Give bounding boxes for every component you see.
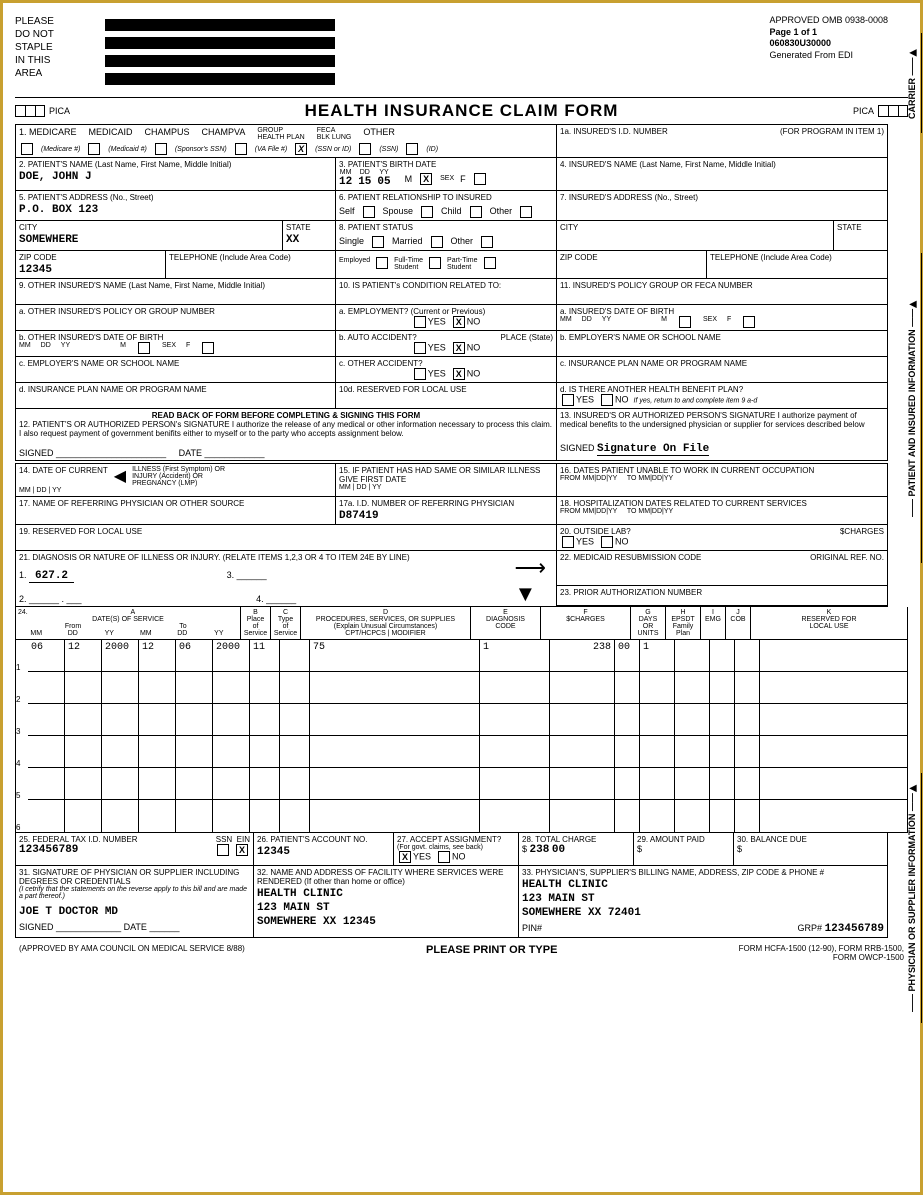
- ck-10b-no[interactable]: X: [453, 342, 465, 354]
- box1-other: OTHER: [363, 127, 395, 141]
- ck-single[interactable]: [372, 236, 384, 248]
- box1-medicare: 1. MEDICARE: [19, 127, 77, 141]
- ck-10a-no[interactable]: X: [453, 316, 465, 328]
- box5-label: 5. PATIENT'S ADDRESS (No., Street): [19, 193, 332, 202]
- box4-label: 4. INSURED'S NAME (Last Name, First Name…: [560, 160, 884, 169]
- ck-9b-m[interactable]: [138, 342, 150, 354]
- box11-label: 11. INSURED'S POLICY GROUP OR FECA NUMBE…: [560, 281, 884, 290]
- sidebar-physician: —— PHYSICIAN OR SUPPLIER INFORMATION ——▶: [903, 773, 922, 1023]
- sidebar-patient: —— PATIENT AND INSURED INFORMATION ——▶: [903, 253, 922, 563]
- header-bars: [105, 15, 335, 91]
- ck-10c-no[interactable]: X: [453, 368, 465, 380]
- box7-label: 7. INSURED'S ADDRESS (No., Street): [560, 193, 884, 202]
- box3-label: 3. PATIENT'S BIRTH DATE: [339, 160, 553, 169]
- ck-9b-f[interactable]: [202, 342, 214, 354]
- ck-married[interactable]: [431, 236, 443, 248]
- box1-feca: FECA BLK LUNG: [317, 127, 352, 141]
- pica-right: PICA: [853, 105, 908, 117]
- ck-champva[interactable]: [235, 143, 247, 155]
- box1-champus: CHAMPUS: [145, 127, 190, 141]
- ck-ft[interactable]: [429, 257, 441, 269]
- box2-value: DOE, JOHN J: [19, 171, 332, 183]
- svc-row-1-num: 1: [16, 640, 28, 672]
- ck-rel-self[interactable]: [363, 206, 375, 218]
- ck-20-yes[interactable]: [562, 536, 574, 548]
- ck-10b-yes[interactable]: [414, 342, 426, 354]
- footer-left: (APPROVED BY AMA COUNCIL ON MEDICAL SERV…: [19, 944, 245, 962]
- form-title: HEALTH INSURANCE CLAIM FORM: [305, 101, 619, 121]
- box9-label: 9. OTHER INSURED'S NAME (Last Name, Firs…: [19, 281, 332, 290]
- ck-other[interactable]: [406, 143, 418, 155]
- ck-champus[interactable]: [155, 143, 167, 155]
- ck-sex-m[interactable]: X: [420, 173, 432, 185]
- footer-right: FORM HCFA-1500 (12-90), FORM RRB-1500, F…: [739, 944, 904, 962]
- ck-rel-spouse[interactable]: [421, 206, 433, 218]
- ck-27-no[interactable]: [438, 851, 450, 863]
- ck-10a-yes[interactable]: [414, 316, 426, 328]
- ck-sex-f[interactable]: [474, 173, 486, 185]
- ck-status-other[interactable]: [481, 236, 493, 248]
- ck-10c-yes[interactable]: [414, 368, 426, 380]
- ck-rel-other[interactable]: [520, 206, 532, 218]
- box5-value: P.O. BOX 123: [19, 204, 332, 216]
- ck-27-yes[interactable]: X: [399, 851, 411, 863]
- ck-group[interactable]: X: [295, 143, 307, 155]
- ck-ein[interactable]: X: [236, 844, 248, 856]
- ck-ssn[interactable]: [217, 844, 229, 856]
- box10-label: 10. IS PATIENT's CONDITION RELATED TO:: [339, 281, 553, 290]
- ck-11d-no[interactable]: [601, 394, 613, 406]
- ck-pt[interactable]: [484, 257, 496, 269]
- ck-medicare[interactable]: [21, 143, 33, 155]
- box1-champva: CHAMPVA: [202, 127, 246, 141]
- box8-label: 8. PATIENT STATUS: [339, 223, 553, 232]
- ck-feca[interactable]: [359, 143, 371, 155]
- box1-group: GROUP HEALTH PLAN: [257, 127, 304, 141]
- ck-employed[interactable]: [376, 257, 388, 269]
- box1a-sub: (FOR PROGRAM IN ITEM 1): [780, 127, 884, 136]
- box1a-label: 1a. INSURED'S I.D. NUMBER: [560, 127, 668, 136]
- ck-11a-f[interactable]: [743, 316, 755, 328]
- ck-rel-child[interactable]: [470, 206, 482, 218]
- ck-11d-yes[interactable]: [562, 394, 574, 406]
- no-staple-text: PLEASE DO NOT STAPLE IN THIS AREA: [15, 15, 95, 91]
- sidebar-carrier: CARRIER ——▶: [903, 33, 922, 133]
- ck-11a-m[interactable]: [679, 316, 691, 328]
- approved-block: APPROVED OMB 0938-0008 Page 1 of 1 06083…: [769, 15, 888, 91]
- footer-center: PLEASE PRINT OR TYPE: [426, 944, 557, 962]
- ck-20-no[interactable]: [601, 536, 613, 548]
- box1-medicaid: MEDICAID: [89, 127, 133, 141]
- pica-left: PICA: [15, 105, 70, 117]
- box2-label: 2. PATIENT'S NAME (Last Name, First Name…: [19, 160, 332, 169]
- box6-label: 6. PATIENT RELATIONSHIP TO INSURED: [339, 193, 553, 202]
- ck-medicaid[interactable]: [88, 143, 100, 155]
